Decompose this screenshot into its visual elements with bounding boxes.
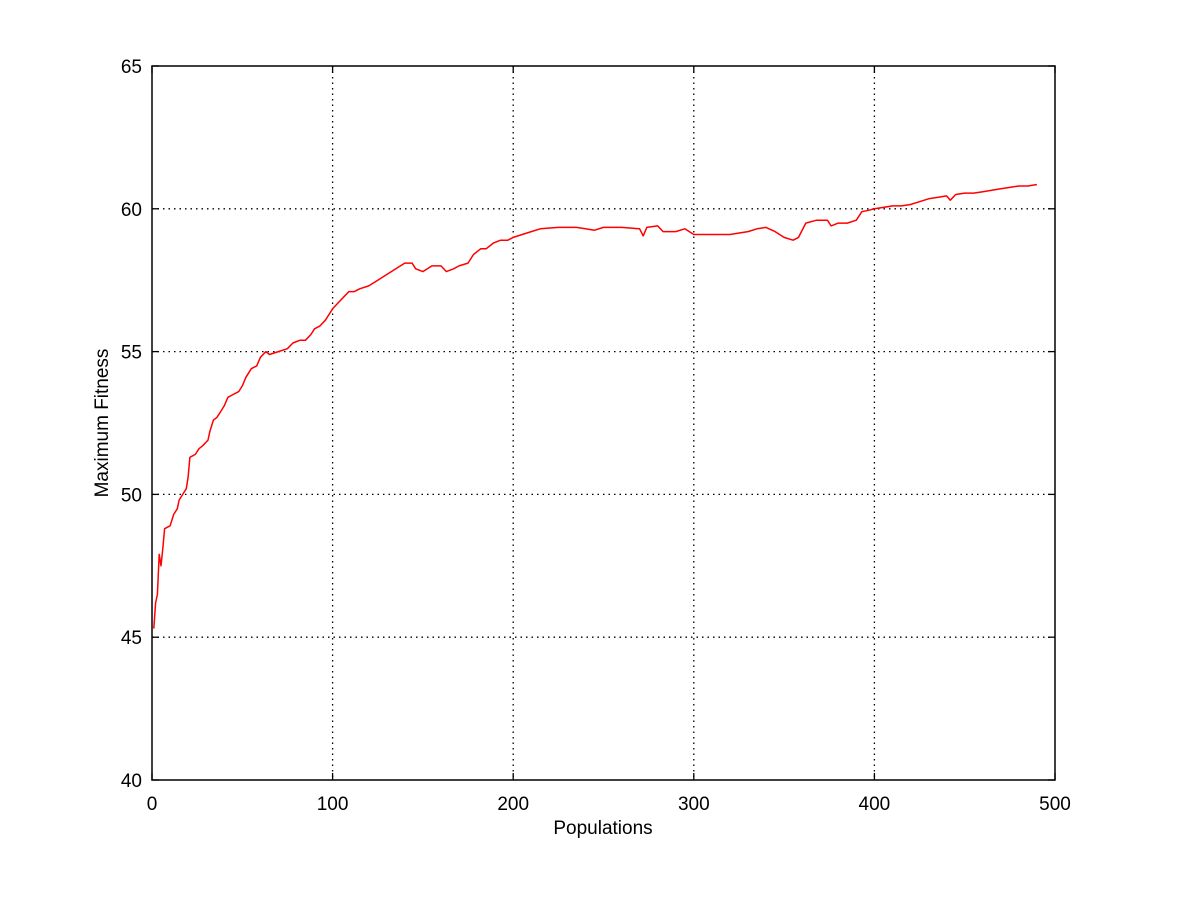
y-tick-labels: 40 45 50 55 60 65: [121, 57, 142, 792]
y-tick-label: 40: [121, 771, 142, 792]
x-axis-label: Populations: [553, 818, 652, 839]
x-tick-label: 100: [317, 794, 349, 815]
x-tick-label: 400: [859, 794, 891, 815]
y-tick-label: 55: [121, 343, 142, 364]
x-tick-label: 0: [147, 794, 158, 815]
y-tick-label: 65: [121, 57, 142, 78]
plot-frame: [151, 65, 1056, 781]
x-tick-label: 500: [1039, 794, 1071, 815]
tick-marks: [151, 65, 1056, 781]
x-tick-labels: 0 100 200 300 400 500: [147, 794, 1071, 815]
y-tick-label: 60: [121, 200, 142, 221]
y-axis-label: Maximum Fitness: [92, 349, 113, 498]
gridlines: [152, 66, 1055, 780]
y-tick-label: 45: [121, 628, 142, 649]
x-tick-label: 300: [678, 794, 710, 815]
y-tick-label: 50: [121, 485, 142, 506]
series-layer: [153, 183, 1038, 629]
series-line: [153, 183, 1038, 629]
x-tick-label: 200: [497, 794, 529, 815]
